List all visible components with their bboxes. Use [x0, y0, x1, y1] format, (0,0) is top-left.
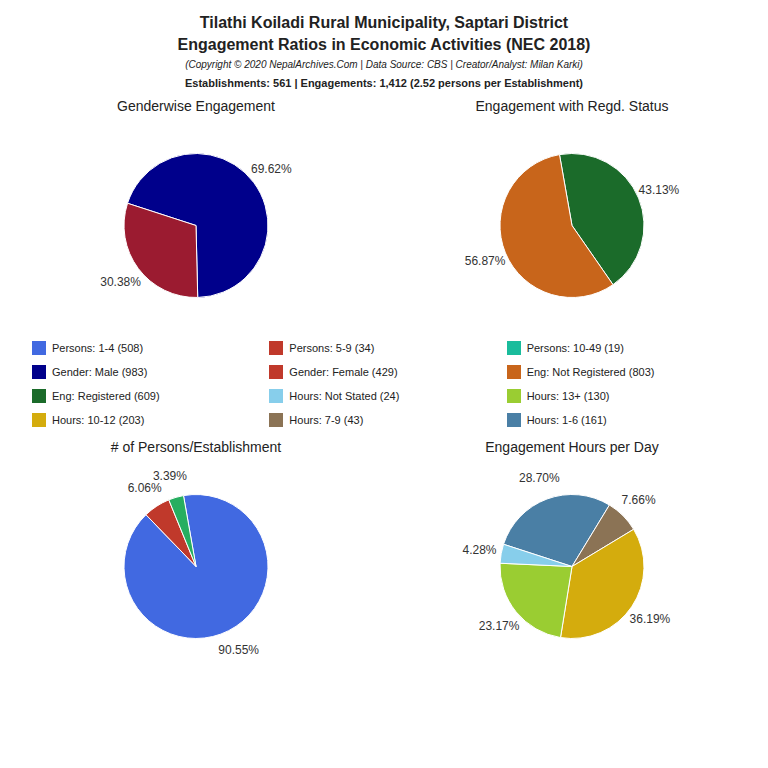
html-text:Hours: 10-12 (203): Hours: 10-12 (203): [52, 414, 145, 426]
svg-text:56.87%: 56.87%: [465, 254, 506, 268]
html-text:Hours: 13+ (130): Hours: 13+ (130): [526, 390, 610, 402]
html-text:Establishments: 561 | Engageme: Establishments: 561 | Engagements: 1,412…: [185, 77, 583, 89]
svg-text:69.62%: 69.62%: [251, 162, 292, 176]
html-text:Engagement Ratios in Economic: Engagement Ratios in Economic Activities…: [177, 36, 591, 53]
svg-text:90.55%: 90.55%: [218, 643, 259, 657]
html-text:Hours: 7-9 (43): Hours: 7-9 (43): [289, 414, 364, 426]
svg-text:4.28%: 4.28%: [462, 543, 496, 557]
html-text:Gender: Female (429): Gender: Female (429): [289, 366, 398, 378]
html-text:Persons: 10-49 (19): Persons: 10-49 (19): [526, 342, 624, 354]
svg-text:28.70%: 28.70%: [519, 471, 560, 485]
svg-text:30.38%: 30.38%: [100, 275, 141, 289]
html-text:Tilathi Koiladi Rural Municipa: Tilathi Koiladi Rural Municipality, Sapt…: [199, 14, 569, 31]
html-text:Engagement with Regd. Status: Engagement with Regd. Status: [475, 98, 669, 114]
html-text:Hours: Not Stated (24): Hours: Not Stated (24): [289, 390, 400, 402]
html-text:Gender: Male (983): Gender: Male (983): [52, 366, 148, 378]
html-text:Genderwise Engagement: Genderwise Engagement: [117, 98, 275, 114]
html-text:# of Persons/Establishment: # of Persons/Establishment: [110, 439, 282, 455]
svg-text:3.39%: 3.39%: [153, 469, 187, 483]
html-text:Eng: Registered (609): Eng: Registered (609): [52, 390, 160, 402]
svg-text:23.17%: 23.17%: [479, 619, 520, 633]
html-text:Eng: Not Registered (803): Eng: Not Registered (803): [526, 366, 655, 378]
svg-text:7.66%: 7.66%: [622, 493, 656, 507]
svg-text:36.19%: 36.19%: [630, 612, 671, 626]
html-text:(Copyright © 2020 NepalArchive: (Copyright © 2020 NepalArchives.Com | Da…: [185, 59, 583, 70]
html-text:Persons: 5-9 (34): Persons: 5-9 (34): [289, 342, 375, 354]
html-text:Hours: 1-6 (161): Hours: 1-6 (161): [526, 414, 607, 426]
html-text:Engagement Hours per Day: Engagement Hours per Day: [485, 439, 659, 455]
html-text:Persons: 1-4 (508): Persons: 1-4 (508): [52, 342, 144, 354]
svg-text:43.13%: 43.13%: [639, 183, 680, 197]
svg-text:6.06%: 6.06%: [127, 480, 162, 495]
